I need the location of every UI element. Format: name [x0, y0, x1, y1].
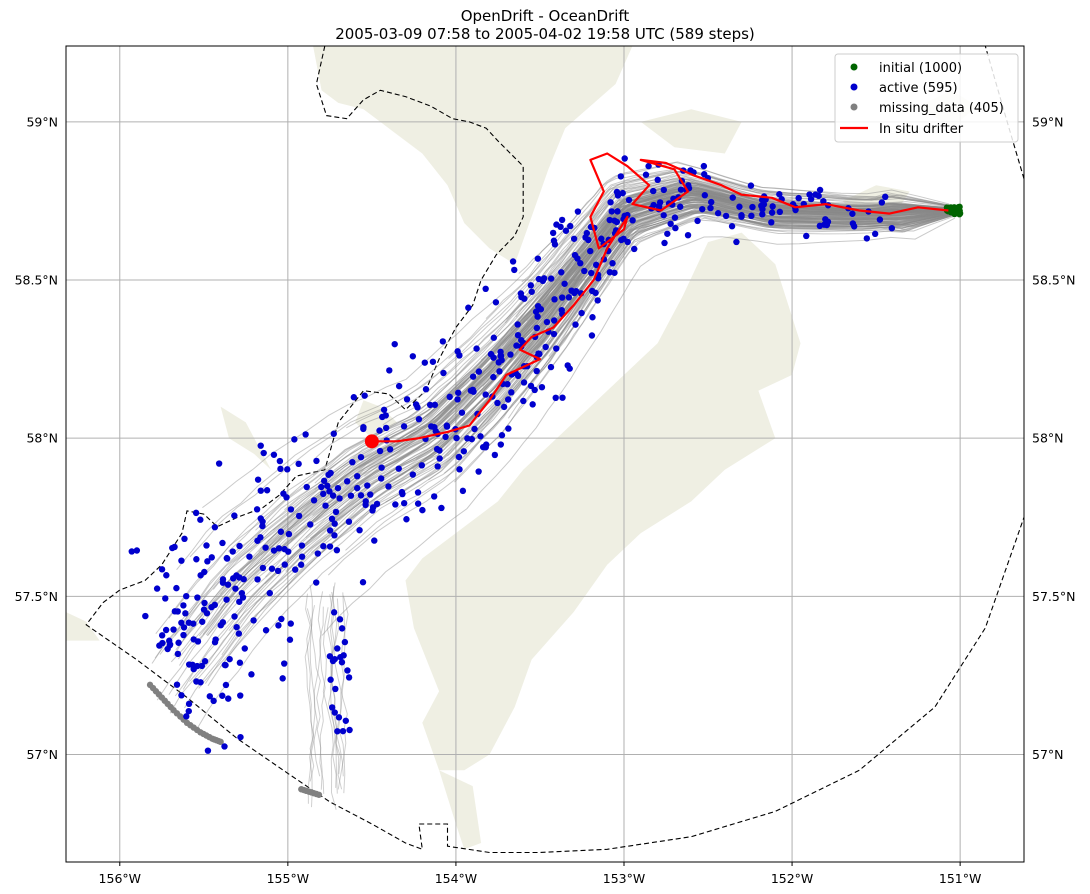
lat-tick-label-left: 57°N: [26, 747, 58, 762]
map-subtitle: 2005-03-09 07:58 to 2005-04-02 19:58 UTC…: [335, 25, 755, 43]
legend-active-marker: [850, 83, 858, 91]
legend-box: [834, 53, 1019, 143]
legend-initial-label: initial (1000): [879, 61, 962, 76]
lon-tick-label: 154°W: [435, 871, 477, 886]
map-frame: [65, 45, 1025, 863]
active-particles: [128, 155, 896, 754]
lat-tick-label-left: 57.5°N: [15, 589, 58, 604]
lat-tick-label-right: 58.5°N: [1032, 273, 1075, 288]
missing-data-particles: [146, 681, 323, 798]
legend-missing-label: missing_data (405): [879, 101, 1004, 116]
legend-active-label: active (595): [879, 81, 958, 96]
lat-tick-label-left: 58.5°N: [15, 273, 58, 288]
lon-tick-label: 151°W: [939, 871, 981, 886]
lat-tick-label-left: 58°N: [26, 431, 58, 446]
lon-tick-label: 155°W: [267, 871, 309, 886]
in-situ-drifter: [364, 152, 949, 449]
legend-missing-marker: [850, 103, 858, 111]
lon-tick-label: 152°W: [771, 871, 813, 886]
lon-tick-label: 153°W: [603, 871, 645, 886]
lat-tick-label-left: 59°N: [26, 114, 58, 129]
lon-tick-label: 156°W: [99, 871, 141, 886]
legend-drifter-label: In situ drifter: [879, 122, 964, 137]
lat-tick-label-right: 57°N: [1032, 747, 1064, 762]
lat-tick-label-right: 58°N: [1032, 431, 1064, 446]
legend-initial-marker: [850, 63, 858, 71]
axis-ticks: 156°W 155°W 154°W 153°W 152°W 151°W 59°N 59°N 58…: [15, 114, 1076, 886]
lat-tick-label-right: 59°N: [1032, 114, 1064, 129]
map-title: OpenDrift - OceanDrift: [460, 7, 630, 25]
lat-tick-label-right: 57.5°N: [1032, 589, 1075, 604]
legend: initial (1000) active (595) missing_data…: [834, 53, 1019, 143]
